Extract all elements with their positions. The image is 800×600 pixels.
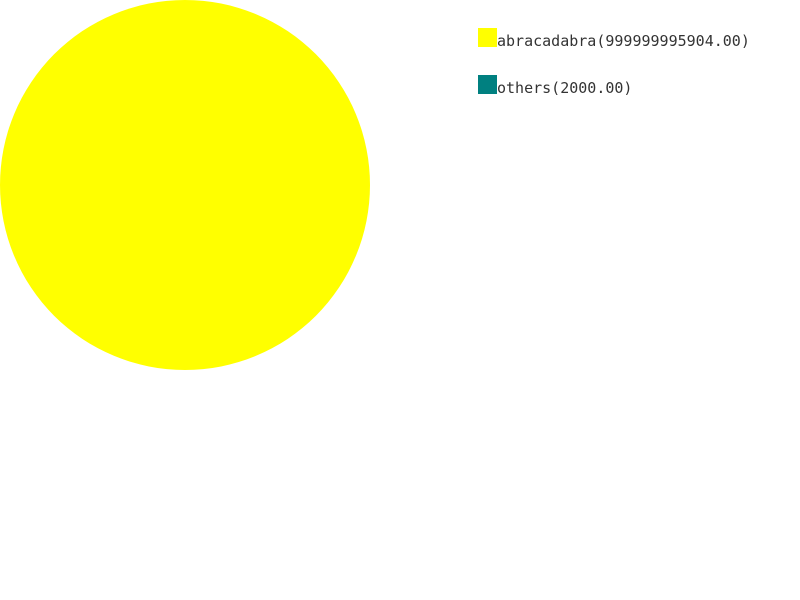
pie-chart [0,0,370,370]
legend-swatch-others [478,75,497,94]
pie-slice-abracadabra [0,0,370,370]
legend-label-abracadabra: abracadabra(999999995904.00) [497,32,750,50]
legend-swatch-abracadabra [478,28,497,47]
legend-label-others: others(2000.00) [497,79,633,97]
